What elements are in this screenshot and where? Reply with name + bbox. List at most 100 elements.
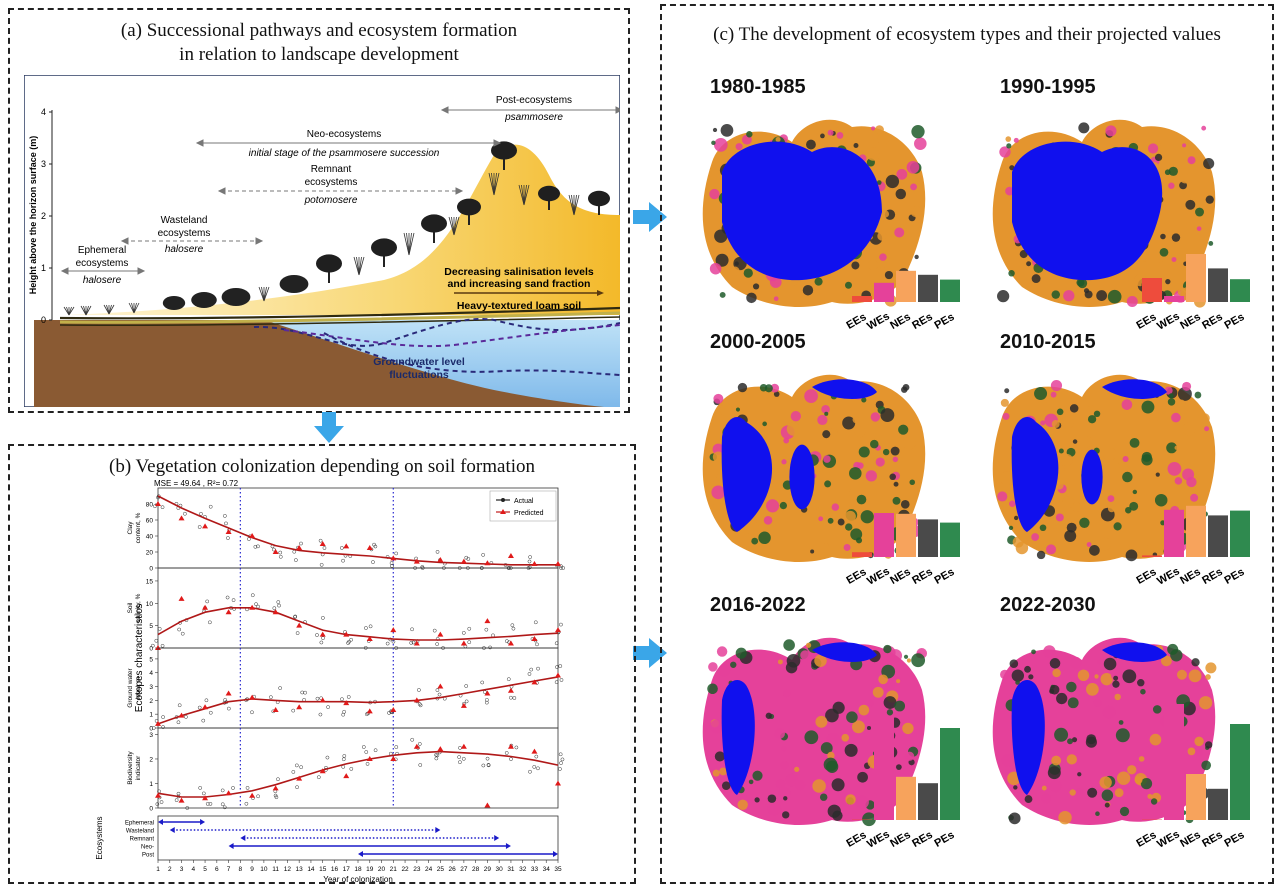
land-texture-blob (1149, 733, 1162, 746)
land-texture-blob (1171, 233, 1181, 242)
land-texture-blob (880, 408, 895, 422)
bar-category-label: PEs (1222, 566, 1246, 587)
land-texture-blob (827, 804, 841, 818)
land-texture-blob (1049, 688, 1055, 694)
tree-icon (316, 254, 342, 273)
ecosystem-row-label: Ephemeral (125, 821, 154, 827)
land-texture-blob (895, 764, 902, 771)
post-sub-label: psammosere (504, 112, 563, 123)
land-texture-blob (735, 143, 743, 151)
actual-point (509, 757, 513, 761)
land-texture-blob (795, 780, 806, 791)
actual-point (527, 565, 532, 570)
land-texture-blob (814, 277, 823, 286)
land-texture-blob (1112, 680, 1120, 688)
land-texture-blob (857, 771, 868, 783)
decreasing-label-1: Decreasing salinisation levels (444, 266, 594, 278)
land-texture-blob (1113, 463, 1120, 469)
land-texture-blob (714, 751, 725, 762)
actual-point (559, 566, 563, 570)
grass-icon (403, 232, 410, 256)
land-texture-blob (882, 448, 890, 456)
x-tick-label: 5 (203, 866, 207, 873)
land-texture-blob (1031, 533, 1040, 541)
land-texture-blob (1009, 659, 1019, 669)
predicted-point (296, 622, 303, 628)
land-texture-blob (1031, 274, 1041, 284)
actual-point (485, 698, 489, 702)
panel-b: (b) Vegetation colonization depending on… (8, 444, 636, 884)
actual-point (417, 688, 421, 692)
land-texture-blob (730, 266, 740, 276)
bar-nes (1186, 505, 1206, 557)
land-texture-blob (1129, 501, 1139, 511)
predicted-point (202, 704, 209, 710)
panel-c: (c) The development of ecosystem types a… (660, 4, 1274, 884)
ecosystem-row-label: Neo- (141, 845, 154, 851)
land-texture-blob (1023, 535, 1029, 541)
bar-wes (1164, 509, 1184, 557)
bar-res (918, 519, 938, 557)
land-texture-blob (906, 658, 912, 663)
land-texture-blob (758, 531, 771, 545)
actual-point (432, 628, 437, 633)
land-texture-blob (836, 132, 844, 139)
land-texture-blob (1177, 399, 1186, 409)
actual-point (558, 664, 563, 668)
remnant-sub-label: potomosere (304, 195, 358, 206)
actual-point (278, 686, 282, 690)
arrowhead-left (240, 835, 246, 841)
actual-point (253, 544, 258, 549)
land-texture-blob (1067, 738, 1073, 745)
land-texture-blob (1154, 493, 1168, 507)
actual-point (418, 763, 423, 767)
grass-icon (106, 304, 110, 315)
land-texture-blob (865, 470, 877, 482)
land-texture-blob (1024, 665, 1031, 673)
land-texture-blob (1071, 737, 1078, 743)
land-texture-blob (1187, 156, 1196, 165)
land-texture-blob (708, 662, 718, 672)
land-texture-blob (713, 138, 728, 152)
grass-icon (523, 184, 530, 206)
actual-point (486, 763, 491, 768)
land-texture-blob (1126, 295, 1138, 307)
grass-icon (521, 184, 525, 206)
land-texture-blob (712, 451, 724, 463)
predicted-point (319, 768, 326, 774)
land-texture-blob (817, 414, 828, 426)
land-texture-blob (885, 174, 900, 189)
land-texture-blob (1132, 489, 1138, 495)
actual-point (391, 639, 396, 644)
grass-icon (80, 305, 87, 316)
legend: Actual Predicted (489, 490, 557, 522)
land-texture-blob (884, 680, 895, 691)
grass-icon (568, 194, 575, 216)
actual-point (435, 550, 440, 554)
land-texture-blob (1168, 393, 1174, 399)
land-texture-blob (844, 743, 858, 757)
land-texture-blob (1141, 451, 1152, 462)
land-texture-blob (1086, 734, 1097, 745)
arrow-down-icon (314, 412, 344, 443)
ecosystem-row-label: Post (142, 853, 154, 859)
y-label-line2: indicator (135, 755, 142, 780)
land-texture-blob (752, 770, 763, 781)
actual-point (481, 553, 486, 557)
land-texture-blob (1058, 810, 1072, 825)
grass-icon (261, 286, 265, 302)
x-tick-label: 23 (413, 866, 421, 873)
arrowhead-left (358, 851, 363, 857)
x-tick-label: 14 (307, 866, 315, 873)
predicted-point (343, 631, 350, 637)
land-texture-blob (853, 143, 859, 148)
land-texture-blob (767, 801, 782, 816)
landscape-diagram: 0 1 2 3 4 Height above the horizon surface (… (24, 75, 620, 407)
land-texture-blob (824, 411, 829, 416)
grass-icon (406, 232, 410, 256)
land-texture-blob (770, 383, 780, 393)
land-texture-blob (1122, 471, 1133, 483)
predicted-point (225, 790, 232, 796)
land-texture-blob (1076, 278, 1085, 287)
